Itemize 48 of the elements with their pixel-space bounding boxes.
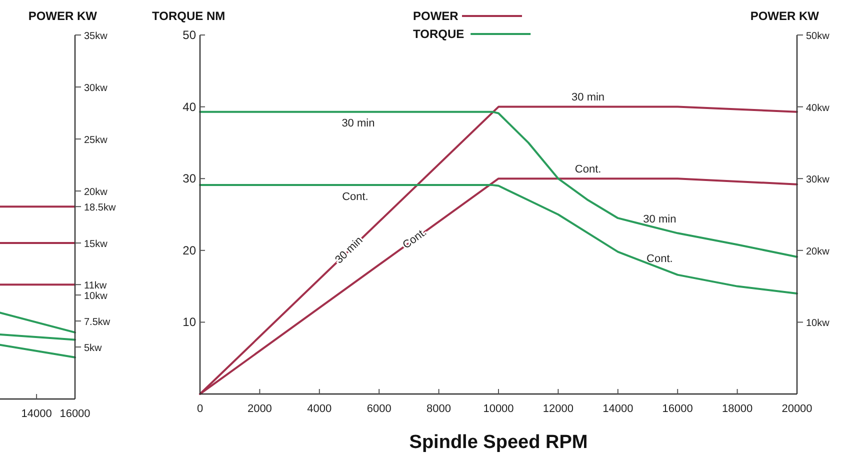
- y2-axis-title: POWER KW: [28, 9, 98, 23]
- annotation: 30 min: [342, 118, 375, 130]
- x-tick-label: 18000: [722, 403, 753, 415]
- y2-tick-label: 25kw: [84, 135, 108, 146]
- y2-tick-label: 20kw: [84, 187, 108, 198]
- y2-tick-label: 20kw: [806, 246, 830, 258]
- y2-tick-label: 35kw: [84, 31, 108, 42]
- x-tick-label: 16000: [60, 408, 90, 420]
- y2-tick-label: 15kw: [84, 239, 108, 250]
- y-tick-label: 50: [182, 28, 196, 42]
- x-tick-label: 4000: [307, 403, 332, 415]
- y2-tick-label: 30kw: [806, 174, 830, 186]
- x-tick-label: 14000: [602, 403, 634, 415]
- y2-tick-label: 40kw: [806, 102, 830, 114]
- y2-tick-label: 30kw: [84, 83, 108, 94]
- x-tick-label: 20000: [782, 403, 812, 415]
- y2-tick-label: 10kw: [84, 291, 108, 302]
- x-tick-label: 14000: [21, 408, 52, 420]
- y2-tick-label: 5kw: [84, 343, 103, 354]
- y2-tick-label: 10kw: [806, 318, 830, 330]
- annotation: Cont.: [342, 190, 368, 203]
- annotation: Cont.: [400, 226, 430, 252]
- x-tick-label: 16000: [662, 403, 693, 415]
- annotation: Cont.: [646, 252, 673, 265]
- x-tick-label: 12000: [542, 403, 574, 415]
- y2-tick-label: 7.5kw: [84, 317, 111, 328]
- annotation: 30 min: [572, 92, 605, 104]
- annotation: Cont.: [574, 164, 602, 176]
- line-series: [199, 184, 798, 294]
- legend-label: TORQUE: [413, 27, 464, 41]
- legend-label: POWER: [413, 9, 459, 23]
- annotation: 30 min: [333, 234, 366, 266]
- y2-axis-title: POWER KW: [750, 9, 820, 23]
- x-tick-label: 8000: [426, 403, 452, 415]
- y-tick-label: 30: [182, 172, 196, 186]
- x-axis-title: Spindle Speed RPM: [409, 432, 588, 453]
- y2-tick-label: 18.5kw: [84, 202, 116, 214]
- x-tick-label: 10000: [483, 403, 514, 415]
- x-tick-label: 0: [196, 403, 204, 415]
- y-tick-label: 10: [182, 315, 196, 330]
- y-axis-title: TORQUE NM: [152, 9, 226, 23]
- y2-tick-label: 11kw: [84, 280, 108, 292]
- y-tick-label: 40: [182, 100, 196, 114]
- y2-tick-label: 50kw: [806, 31, 830, 42]
- annotation: 30 min: [643, 214, 676, 226]
- x-tick-label: 6000: [366, 403, 392, 415]
- x-tick-label: 2000: [247, 403, 272, 415]
- y-tick-label: 20: [182, 243, 196, 258]
